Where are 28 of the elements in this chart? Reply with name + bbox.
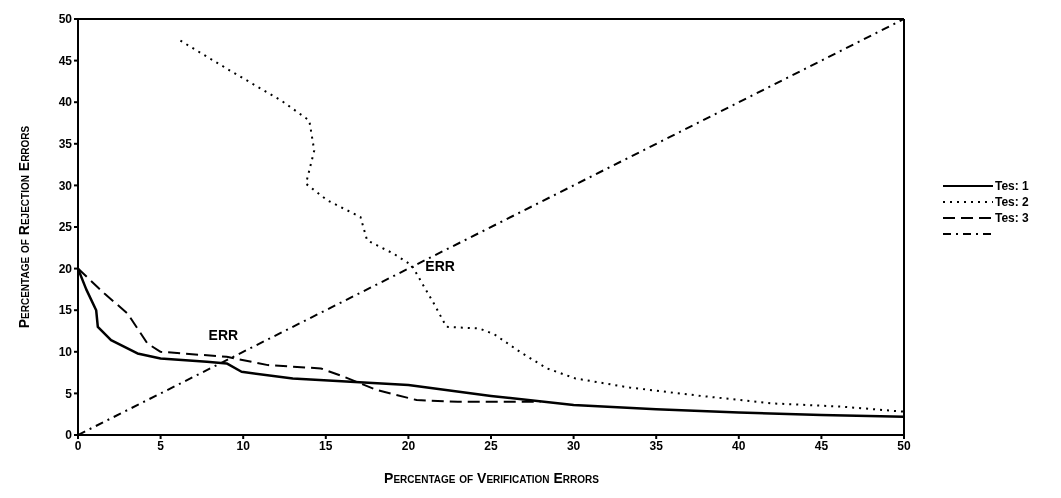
annotation: ERR xyxy=(425,258,455,275)
y-axis-title: Percentage of Rejection Errors xyxy=(16,125,32,328)
y-tick-label: 40 xyxy=(58,95,73,110)
legend-label: Tes: 3 xyxy=(995,211,1029,225)
y-tick-label: 30 xyxy=(58,178,73,193)
x-tick-label: 5 xyxy=(157,438,165,453)
x-tick-label: 35 xyxy=(649,438,664,453)
y-tick-label: 50 xyxy=(58,12,73,27)
x-tick-label: 20 xyxy=(401,438,416,453)
x-tick-label: 45 xyxy=(814,438,829,453)
legend-label: Tes: 1 xyxy=(995,179,1029,193)
y-tick-label: 0 xyxy=(65,428,73,443)
y-tick-label: 15 xyxy=(58,303,73,318)
x-tick-label: 50 xyxy=(897,438,911,453)
annotation: ERR xyxy=(208,326,239,343)
x-tick-label: 30 xyxy=(566,438,581,453)
y-tick-label: 5 xyxy=(65,386,73,401)
x-tick-label: 10 xyxy=(236,438,251,453)
y-tick-label: 35 xyxy=(58,137,73,152)
x-axis-title: Percentage of Verification Errors xyxy=(383,470,600,486)
y-tick-label: 20 xyxy=(58,261,73,276)
legend-label: Tes: 2 xyxy=(995,195,1029,209)
x-tick-label: 15 xyxy=(319,438,333,453)
y-tick-label: 10 xyxy=(58,345,73,360)
y-tick-label: 45 xyxy=(58,53,73,68)
y-tick-label: 25 xyxy=(58,220,73,235)
x-tick-label: 40 xyxy=(732,438,746,453)
x-tick-label: 25 xyxy=(484,438,498,453)
